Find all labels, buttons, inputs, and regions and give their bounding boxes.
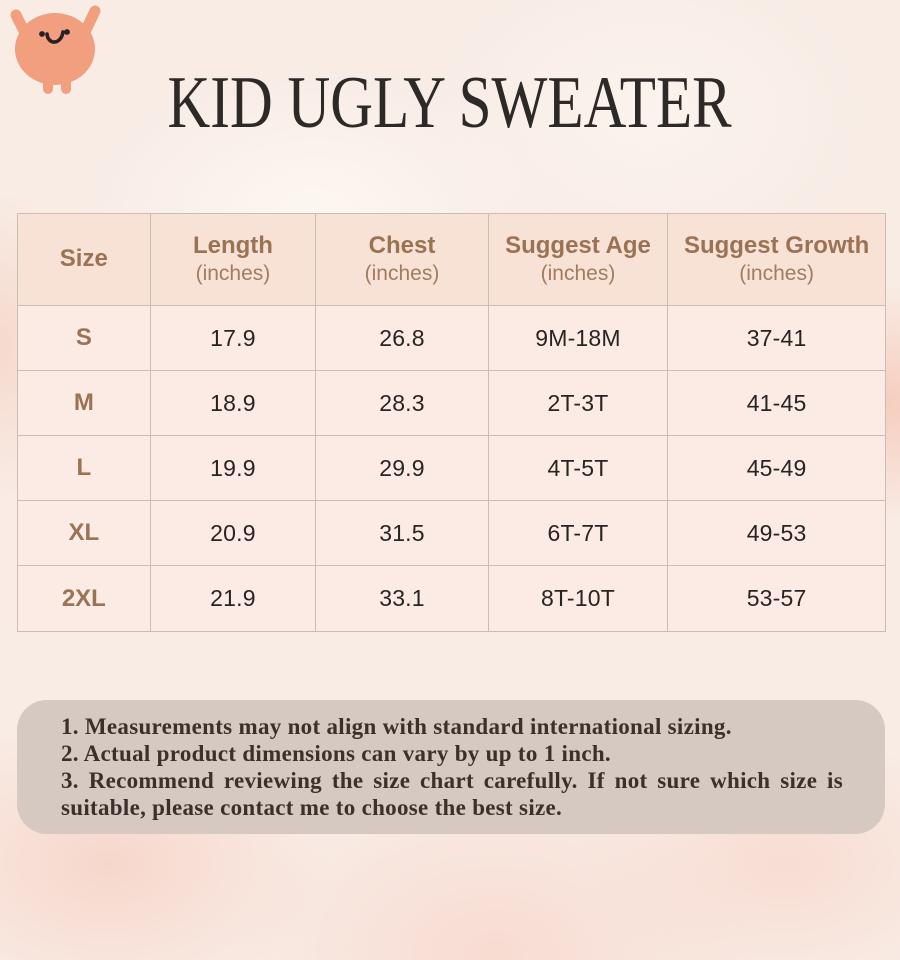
size-value: XL: [68, 519, 100, 546]
column-header-unit: (inches): [364, 261, 440, 285]
suggest-growth-value: 49-53: [746, 519, 807, 546]
column-header-unit: (inches): [540, 261, 616, 285]
table-cell: 41-45: [668, 371, 885, 436]
table-cell: 45-49: [668, 436, 885, 501]
table-cell: 33.1: [316, 566, 489, 631]
table-cell: 49-53: [668, 501, 885, 566]
length-value: 21.9: [210, 585, 256, 611]
column-header-unit: (inches): [195, 261, 271, 285]
table-cell: 17.9: [150, 306, 317, 371]
column-header-unit: (inches): [739, 261, 814, 285]
length-value: 19.9: [210, 454, 256, 481]
table-cell: 4T-5T: [488, 436, 669, 501]
table-cell: 28.3: [316, 371, 489, 436]
column-header-suggest-growth: Suggest Growth (inches): [668, 214, 885, 306]
suggest-growth-value: 37-41: [746, 324, 807, 351]
note-item: 3. Recommend reviewing the size chart ca…: [61, 768, 843, 820]
blob-mascot-svg: [10, 5, 101, 94]
table-cell: L: [18, 436, 151, 501]
table-cell: 37-41: [668, 306, 885, 371]
column-header-suggest-age: Suggest Age (inches): [488, 214, 669, 306]
column-header-label: Suggest Age: [505, 231, 651, 259]
length-value: 20.9: [210, 519, 256, 546]
table-cell: 8T-10T: [488, 566, 669, 631]
suggest-growth-value: 41-45: [746, 389, 807, 416]
table-cell: 6T-7T: [488, 501, 669, 566]
chest-value: 31.5: [379, 519, 425, 546]
suggest-age-value: 8T-10T: [540, 585, 616, 611]
blob-mascot-icon: [2, 4, 112, 94]
suggest-age-value: 4T-5T: [547, 454, 609, 481]
size-value: 2XL: [61, 584, 106, 612]
size-value: S: [75, 324, 92, 351]
table-row: 2XL 21.9 33.1 8T-10T 53-57: [18, 566, 885, 631]
note-item: 2. Actual product dimensions can vary by…: [61, 741, 611, 766]
table-cell: 18.9: [150, 371, 317, 436]
length-value: 18.9: [210, 389, 256, 416]
table-cell: M: [18, 371, 151, 436]
column-header-length: Length (inches): [150, 214, 317, 306]
size-value: M: [73, 389, 94, 416]
mascot-right-eye: [64, 29, 70, 35]
notes-panel: 1. Measurements may not align with stand…: [17, 700, 885, 834]
table-row: L 19.9 29.9 4T-5T 45-49: [18, 436, 885, 501]
table-cell: 26.8: [316, 306, 489, 371]
suggest-age-value: 2T-3T: [547, 389, 609, 416]
table-cell: 53-57: [668, 566, 885, 631]
table-header-row: Size Length (inches) Chest (inches) Sugg…: [18, 214, 885, 306]
chest-value: 28.3: [379, 389, 425, 416]
suggest-age-value: 9M-18M: [535, 324, 621, 351]
table-cell: 20.9: [150, 501, 317, 566]
table-cell: 31.5: [316, 501, 489, 566]
table-cell: S: [18, 306, 151, 371]
table-row: XL 20.9 31.5 6T-7T 49-53: [18, 501, 885, 566]
mascot-left-eye: [39, 31, 45, 37]
table-cell: 2XL: [18, 566, 151, 631]
suggest-age-value: 6T-7T: [547, 519, 609, 546]
size-chart-table: Size Length (inches) Chest (inches) Sugg…: [17, 213, 886, 632]
table-row: M 18.9 28.3 2T-3T 41-45: [18, 371, 885, 436]
length-value: 17.9: [210, 324, 256, 351]
page-title: KID UGLY SWEATER: [167, 62, 733, 144]
mascot-body: [15, 13, 95, 85]
table-cell: 29.9: [316, 436, 489, 501]
column-header-size: Size: [18, 214, 151, 306]
table-cell: 9M-18M: [488, 306, 669, 371]
table-cell: 19.9: [150, 436, 317, 501]
column-header-label: Suggest Growth: [683, 231, 870, 259]
suggest-growth-value: 53-57: [746, 585, 807, 611]
column-header-label: Size: [59, 245, 108, 273]
table-row: S 17.9 26.8 9M-18M 37-41: [18, 306, 885, 371]
column-header-label: Length: [192, 231, 273, 259]
mascot-smile: [45, 30, 65, 44]
table-cell: 2T-3T: [488, 371, 669, 436]
chest-value: 33.1: [379, 585, 425, 611]
table-cell: 21.9: [150, 566, 317, 631]
note-item: 1. Measurements may not align with stand…: [61, 714, 732, 739]
chest-value: 29.9: [379, 454, 425, 481]
size-value: L: [76, 454, 92, 481]
chest-value: 26.8: [379, 324, 425, 351]
column-header-label: Chest: [368, 231, 436, 259]
table-cell: XL: [18, 501, 151, 566]
column-header-chest: Chest (inches): [316, 214, 489, 306]
suggest-growth-value: 45-49: [746, 454, 807, 481]
header: KID UGLY SWEATER: [0, 66, 900, 140]
